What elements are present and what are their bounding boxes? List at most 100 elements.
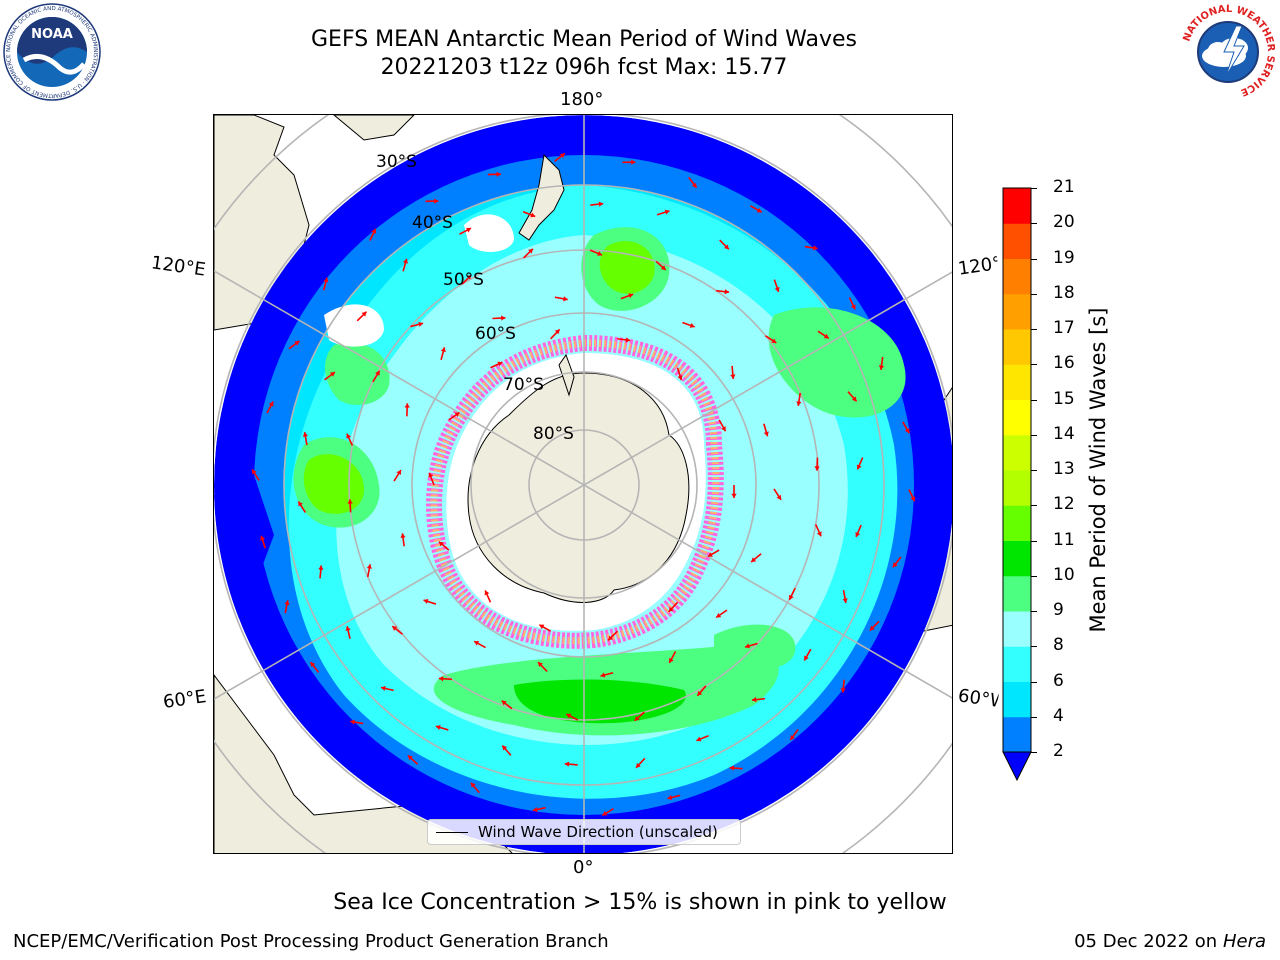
colorbar-tick-mark [1031,540,1037,542]
lon-label-60w: 60°W [956,685,1000,712]
lat-label-70s: 70°S [503,375,544,395]
lon-label-120w: 120°W [956,253,1000,280]
wave-arrow-head [631,159,636,165]
lon-label-120e: 120°E [149,252,207,281]
wave-arrow-head [532,806,538,813]
wave-arrow-head [856,464,862,470]
colorbar-cell [1003,505,1031,541]
wave-direction-arrows [251,152,916,817]
lat-label-60s: 60°S [475,324,516,344]
colorbar-tick-label: 12 [1053,494,1075,515]
map-frame [213,114,953,854]
wave-arrow-head [528,248,533,254]
wave-arrow-head [669,657,674,663]
wave-arrow-head [418,321,424,327]
wave-arrow-head [484,590,490,596]
colorbar-tick-mark [1031,364,1037,366]
wave-arrow-head [851,396,857,402]
colorbar-tick-label: 17 [1053,318,1075,338]
wave-arrow-head [474,641,480,646]
colorbar-cell [1003,611,1031,647]
wave-arrow-head [660,265,666,270]
wave-arrow-head [751,697,757,703]
nws-logo: NATIONAL WEATHER SERVICE [1180,4,1276,100]
wave-arrow-head [530,212,536,218]
colorbar-cell [1003,188,1031,224]
colorbar-tick-mark [1031,752,1037,753]
land-new-zealand [518,153,565,241]
wave-arrow-head [502,745,508,751]
map-canvas [214,115,952,853]
wave-arrow-head [323,277,329,283]
wave-arrow-head [380,685,386,691]
wave-arrow-head [361,311,367,317]
wave-arrow-head [602,810,608,816]
wave-arrow-head [438,541,444,547]
wave-arrow-head [774,287,780,292]
wave-arrow-head [667,794,673,801]
colorbar-cell [1003,399,1031,436]
colorbar-tick-label: 11 [1053,529,1075,550]
machine-name: Hera [1222,931,1266,952]
colorbar-cell [1003,540,1031,577]
wave-arrow-head [804,655,809,661]
wave-arrow-head [608,635,614,641]
wave-arrow-head [440,347,446,353]
colorbar-tick-label: 19 [1053,247,1075,268]
colorbar-tick-mark [1031,399,1037,401]
wave-arrow-head [776,494,782,500]
colorbar-under-extension [1002,751,1032,782]
wave-arrow-head [346,433,352,439]
colorbar [1002,187,1032,782]
wave-arrow-head [677,375,683,381]
wave-arrow-head [501,700,507,706]
colorbar-tick-mark [1031,258,1037,260]
wave-arrow-head [840,688,846,693]
colorbar-cell [1003,434,1031,471]
wave-arrow-head [347,499,353,504]
wave-arrow-head [268,401,274,407]
sea-ice-note: Sea Ice Concentration > 15% is shown in … [333,890,947,915]
wave-arrow-head [539,624,545,630]
colorbar-cell [1003,716,1031,753]
wave-arrow-head [816,531,822,537]
colorbar-tick-mark [1031,470,1037,471]
noaa-logo: NATIONAL OCEANIC AND ATMOSPHERIC ADMINIS… [3,3,101,101]
wave-arrow-head [600,672,606,678]
lat-label-40s: 40°S [412,213,453,233]
wave-arrow-head [729,765,735,771]
producer-credit: NCEP/EMC/Verification Post Processing Pr… [13,931,609,952]
wave-arrow-head [751,557,757,563]
wave-arrow-head [668,606,674,612]
wave-arrow-head [294,340,300,346]
wave-arrow-head [598,201,604,207]
colorbar-tick-label: 8 [1053,635,1064,656]
wave-arrow-head [724,244,729,250]
lat-label-50s: 50°S [443,270,484,290]
wave-arrow-head [260,535,266,541]
colorbar-cell [1003,258,1031,295]
wave-arrow-head [402,258,408,264]
wave-arrow-head [756,207,762,213]
wave-arrow-head [724,289,730,295]
wave-arrow-head [689,323,695,328]
wave-arrow-head [371,228,377,234]
colorbar-cell [1003,470,1031,506]
wave-arrow-head [763,431,769,437]
colorbar-tick-mark [1031,293,1037,295]
colorbar-cells [1003,188,1031,753]
wave-arrow-head [375,370,380,376]
wave-arrow-head [392,626,398,631]
map-title: GEFS MEAN Antarctic Mean Period of Wind … [311,27,857,52]
legend-line-sample [436,831,468,833]
colorbar-tick-label: 14 [1053,423,1075,444]
wave-arrow-head [813,245,818,251]
wave-arrow-head [497,361,503,367]
wave-arrow-head [466,274,472,280]
colorbar-cell [1003,575,1031,612]
wave-arrow-head [407,755,413,761]
colorbar-tick-mark [1031,329,1037,330]
wave-arrow-head [428,472,434,478]
wave-arrow-head [396,469,401,475]
wave-arrow-head [635,762,641,768]
